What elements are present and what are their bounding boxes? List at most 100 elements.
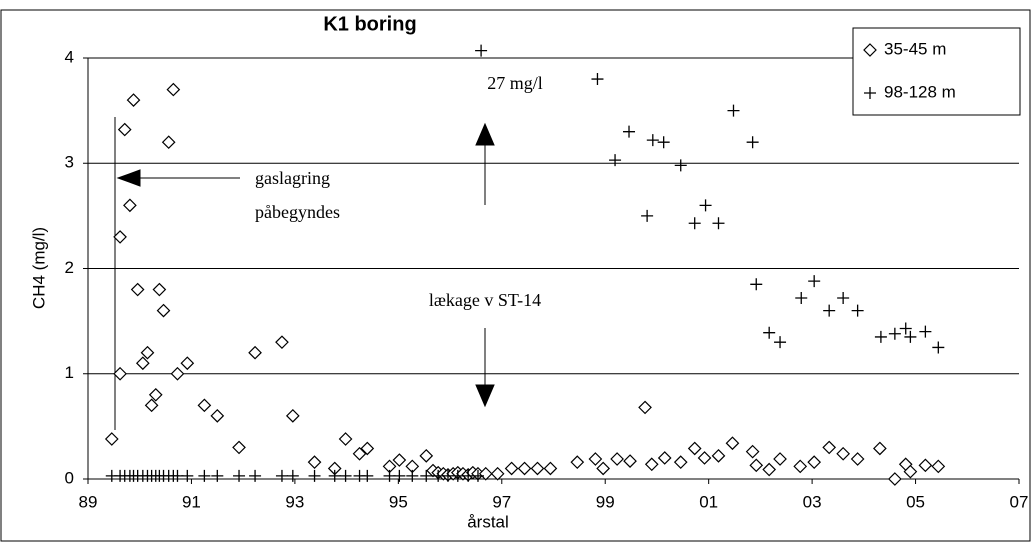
diamond-marker: [419, 448, 434, 463]
diamond-marker: [161, 135, 176, 150]
diamond-marker: [210, 409, 225, 423]
arrow-head: [475, 384, 495, 408]
plus-marker: [328, 469, 341, 482]
diamond-marker: [148, 387, 163, 402]
diamond-marker: [197, 398, 212, 413]
diamond-marker: [530, 461, 545, 476]
x-tick-label: 89: [79, 492, 98, 511]
plus-marker: [823, 304, 836, 317]
diamond-marker: [285, 409, 300, 423]
plus-marker: [249, 469, 262, 482]
plus-marker: [899, 322, 912, 335]
diamond-marker: [725, 436, 740, 451]
diamond-marker: [931, 459, 946, 474]
diamond-marker: [807, 455, 822, 470]
plus-marker: [451, 469, 464, 482]
chart-title: K1 boring: [323, 13, 416, 35]
x-tick-label: 05: [906, 492, 925, 511]
plus-marker: [286, 469, 299, 482]
chart-frame: [0, 9, 1031, 542]
plus-marker: [591, 73, 604, 86]
plus-marker: [211, 469, 224, 482]
plus-marker: [864, 87, 876, 99]
plus-marker: [699, 199, 712, 212]
plus-marker: [657, 136, 670, 149]
diamond-marker: [596, 461, 611, 476]
diamond-marker: [610, 452, 624, 466]
annotation-arrows: [114, 117, 495, 430]
diamond-marker: [338, 432, 353, 446]
plus-marker: [904, 330, 917, 343]
annotation: 27 mg/l: [487, 73, 543, 93]
diamond-marker: [749, 458, 764, 473]
plus-marker: [609, 154, 622, 167]
diamond-marker: [762, 462, 777, 477]
diamond-marker: [126, 93, 141, 107]
legend-label: 35-45 m: [884, 39, 946, 58]
diamond-marker: [504, 461, 519, 476]
plus-marker: [623, 125, 636, 138]
arrow-head: [116, 169, 141, 187]
x-tick-label: 95: [389, 492, 408, 511]
x-tick-label: 93: [285, 492, 304, 511]
plus-marker: [874, 330, 887, 343]
y-tick-label: 4: [65, 47, 74, 66]
annotation: lækage v ST-14: [429, 290, 541, 310]
plus-marker: [181, 469, 194, 482]
x-tick-label: 03: [803, 492, 822, 511]
diamond-marker: [673, 455, 688, 470]
plus-marker: [361, 469, 374, 482]
x-tick-label: 07: [1010, 492, 1029, 511]
legend: 35-45 m 98-128 m: [852, 27, 1021, 116]
diamond-marker: [360, 441, 375, 456]
y-tick-label: 0: [65, 468, 74, 487]
diamond-marker: [392, 453, 407, 467]
plus-marker: [888, 327, 901, 340]
x-tick-label: 01: [699, 492, 718, 511]
legend-label: 98-128 m: [884, 82, 956, 101]
diamond-marker: [711, 448, 726, 463]
y-tick-label: 3: [65, 153, 74, 172]
diamond-marker: [687, 441, 702, 456]
diamond-marker: [113, 366, 127, 381]
x-tick-label: 91: [182, 492, 201, 511]
diamond-marker: [117, 122, 132, 137]
diamond-marker: [156, 303, 171, 318]
plus-marker: [851, 304, 864, 317]
plus-marker: [727, 104, 740, 117]
diamond-marker: [307, 455, 322, 470]
plus-marker: [795, 291, 808, 304]
x-axis-label: årstal: [467, 512, 509, 531]
plus-marker: [275, 469, 288, 482]
diamond-marker: [135, 356, 150, 371]
diamond-marker: [903, 464, 918, 479]
plus-marker: [763, 326, 776, 339]
annotation: påbegyndes: [255, 202, 340, 222]
plus-marker: [919, 325, 932, 338]
diamond-marker: [697, 451, 712, 465]
y-tick-label: 2: [65, 258, 74, 277]
plus-marker: [837, 291, 850, 304]
plus-marker: [308, 469, 321, 482]
plus-marker: [750, 278, 763, 291]
diamond-marker: [248, 345, 262, 360]
diamond-marker: [490, 466, 505, 481]
diamond-marker: [152, 282, 167, 297]
diamond-marker: [517, 461, 532, 476]
diamond-marker: [570, 455, 585, 470]
plus-marker: [198, 469, 211, 482]
diamond-marker: [113, 230, 127, 244]
plus-marker: [406, 469, 419, 482]
diamond-marker: [104, 432, 119, 446]
diamond-marker: [638, 400, 652, 415]
plus-marker: [420, 469, 433, 482]
diamond-marker: [644, 457, 659, 472]
diamond-marker: [836, 446, 850, 461]
plus-marker: [339, 469, 352, 482]
diamond-marker: [588, 452, 603, 466]
diamond-marker: [543, 461, 558, 476]
plus-marker: [393, 469, 406, 482]
diamond-marker: [275, 335, 289, 350]
y-tick-label: 1: [65, 363, 74, 382]
